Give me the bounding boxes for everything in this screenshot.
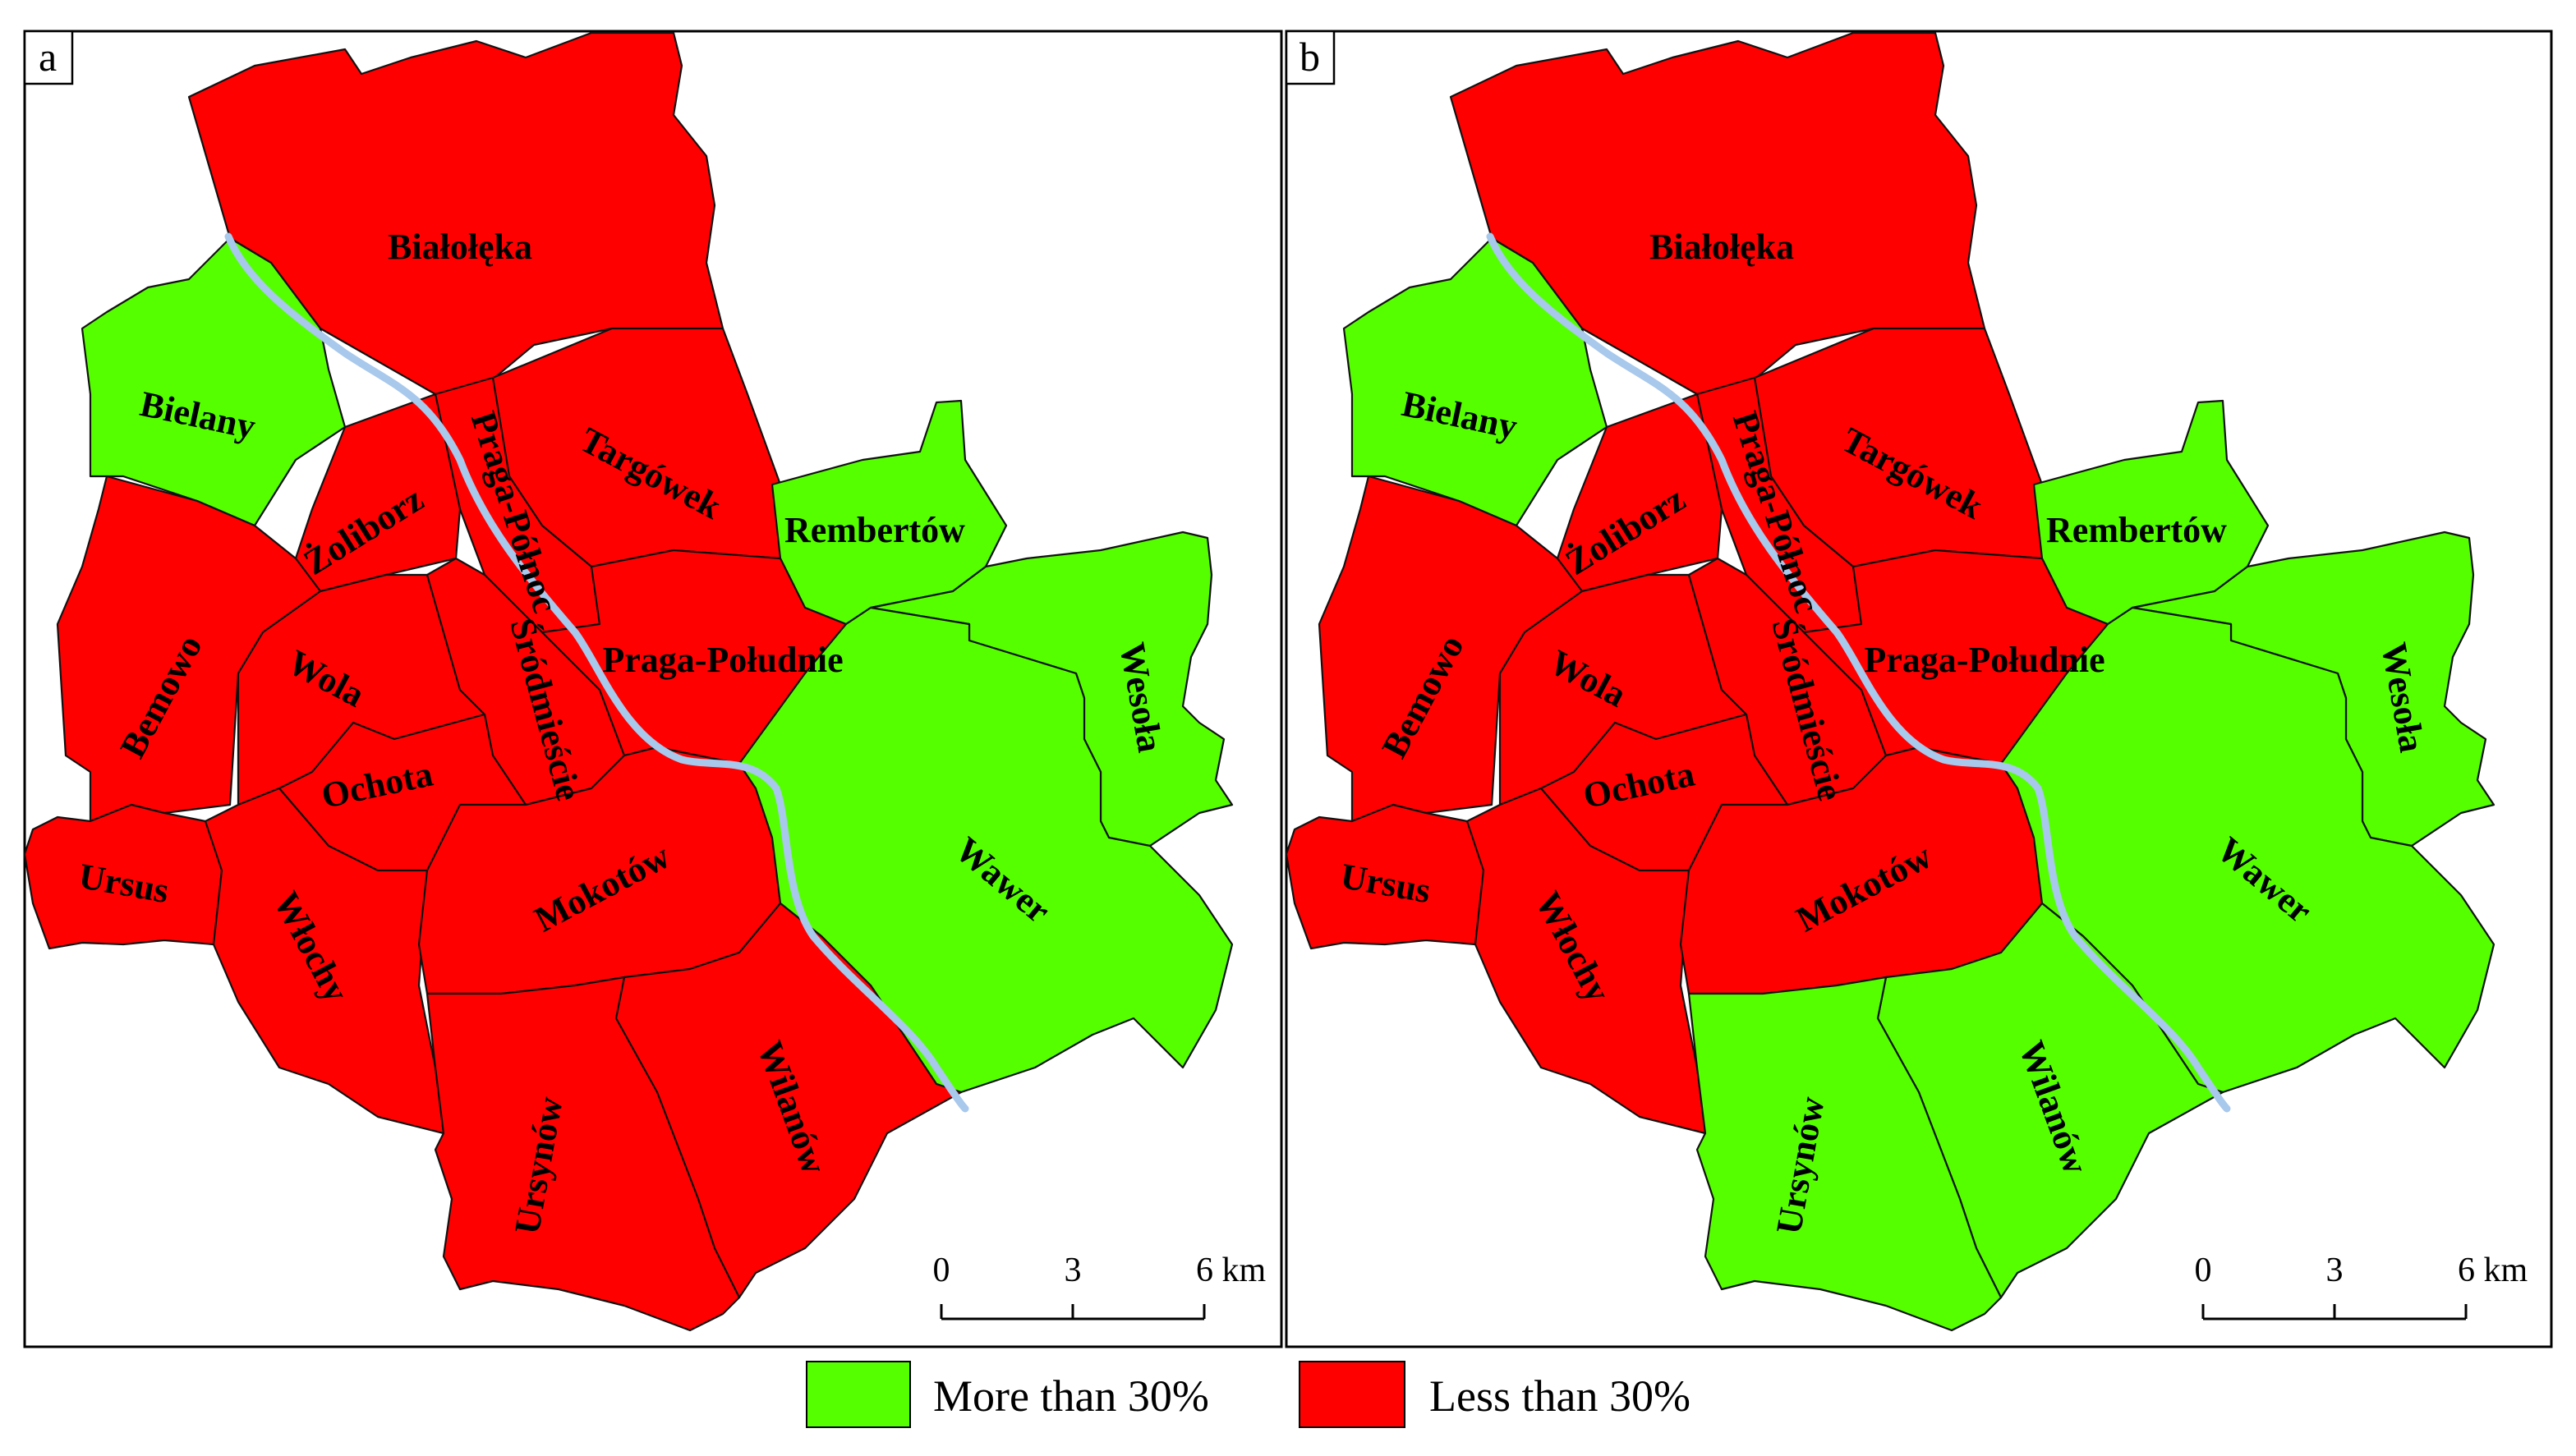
scale-bar-label: 3 (1065, 1252, 1082, 1289)
map-panel-a: BiałołękaBielanyTargówekPraga-PółnocŻoli… (23, 30, 1283, 1348)
legend-label-less: Less than 30% (1429, 1371, 1690, 1421)
vistula-river (224, 232, 969, 1113)
scale-bar-label: 0 (2195, 1252, 2212, 1289)
district-label-bialoleka: Białołęka (1649, 227, 1794, 267)
district-ursynow (426, 976, 741, 1332)
scale-bar-label: 0 (933, 1252, 950, 1289)
scale-bar-label: 6 km (2458, 1252, 2528, 1289)
scale-bar: 0 3 6 km (933, 1252, 1267, 1321)
map-panel-b: BiałołękaBielanyTargówekPraga-PółnocŻoli… (1285, 30, 2553, 1348)
district-layer (1285, 31, 2496, 1332)
district-label-rembertow: Rembertów (784, 510, 965, 550)
district-bielany (80, 237, 347, 527)
district-label-praga-poludnie: Praga-Południe (1864, 640, 2104, 680)
legend-swatch-more (806, 1361, 911, 1428)
panel-tag-box (23, 30, 74, 85)
legend-label-more: More than 30% (933, 1371, 1209, 1421)
district-label-praga-poludnie: Praga-Południe (602, 640, 843, 680)
district-bialoleka (187, 31, 724, 396)
scale-bar-label: 6 km (1196, 1252, 1267, 1289)
scale-bar-label: 3 (2326, 1252, 2344, 1289)
district-bialoleka (1449, 31, 1986, 396)
district-ursynow (1687, 976, 2003, 1332)
scale-bar: 0 3 6 km (2195, 1252, 2528, 1321)
panel-frame (23, 30, 1283, 1348)
district-layer (23, 31, 1234, 1332)
district-label-rembertow: Rembertów (2046, 510, 2227, 550)
district-label-bialoleka: Białołęka (388, 227, 532, 267)
district-bielany (1342, 237, 1608, 527)
panel-tag-box (1285, 30, 1336, 85)
panel-frame (1285, 30, 2553, 1348)
legend: More than 30% Less than 30% (806, 1361, 1690, 1428)
panel-tag: b (1300, 34, 1320, 80)
panel-tag: a (39, 34, 57, 80)
vistula-river (1486, 232, 2231, 1113)
legend-swatch-less (1299, 1361, 1405, 1428)
